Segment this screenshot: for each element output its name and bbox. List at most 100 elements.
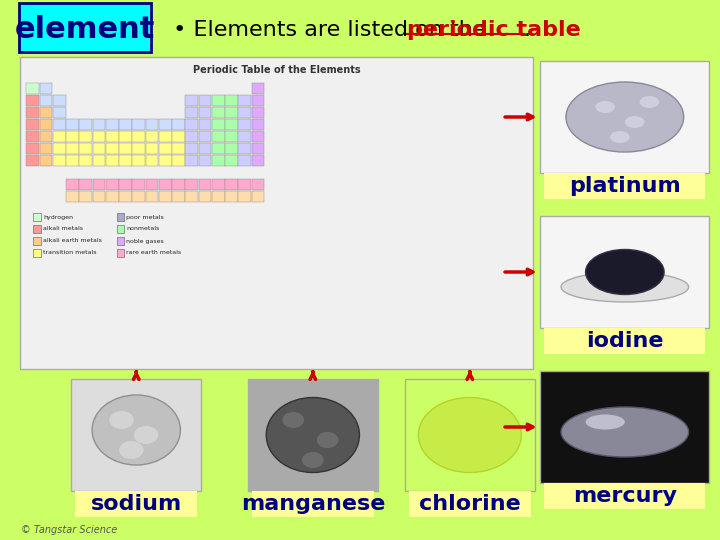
- Bar: [251, 95, 264, 106]
- Bar: [199, 155, 211, 166]
- Bar: [238, 155, 251, 166]
- Bar: [27, 83, 39, 94]
- Bar: [212, 95, 225, 106]
- Bar: [93, 155, 105, 166]
- Bar: [185, 179, 198, 190]
- Bar: [27, 143, 39, 154]
- Bar: [145, 131, 158, 142]
- Bar: [40, 95, 53, 106]
- Bar: [185, 119, 198, 130]
- Bar: [225, 191, 238, 202]
- Bar: [199, 119, 211, 130]
- FancyBboxPatch shape: [19, 3, 151, 52]
- Bar: [185, 131, 198, 142]
- FancyBboxPatch shape: [544, 173, 706, 199]
- Bar: [225, 119, 238, 130]
- Bar: [199, 191, 211, 202]
- Bar: [106, 131, 119, 142]
- Bar: [106, 191, 119, 202]
- Bar: [185, 107, 198, 118]
- Bar: [159, 191, 171, 202]
- Text: manganese: manganese: [240, 494, 385, 514]
- Bar: [145, 143, 158, 154]
- Bar: [106, 143, 119, 154]
- Bar: [27, 131, 39, 142]
- FancyBboxPatch shape: [405, 379, 534, 491]
- Text: mercury: mercury: [573, 486, 677, 506]
- Bar: [119, 155, 132, 166]
- Bar: [238, 95, 251, 106]
- Text: poor metals: poor metals: [127, 214, 164, 219]
- Bar: [185, 95, 198, 106]
- Ellipse shape: [561, 407, 688, 457]
- Ellipse shape: [119, 441, 143, 459]
- Bar: [185, 191, 198, 202]
- Bar: [251, 107, 264, 118]
- Bar: [27, 107, 39, 118]
- Bar: [212, 179, 225, 190]
- Bar: [172, 155, 185, 166]
- Text: transition metals: transition metals: [43, 251, 96, 255]
- Ellipse shape: [585, 249, 664, 294]
- Bar: [33, 213, 41, 221]
- Text: hydrogen: hydrogen: [43, 214, 73, 219]
- Bar: [172, 131, 185, 142]
- FancyBboxPatch shape: [544, 328, 706, 354]
- Bar: [93, 143, 105, 154]
- Ellipse shape: [302, 452, 323, 468]
- Text: iodine: iodine: [586, 331, 664, 351]
- Bar: [212, 119, 225, 130]
- FancyBboxPatch shape: [76, 491, 197, 517]
- Bar: [145, 119, 158, 130]
- Text: noble gases: noble gases: [127, 239, 164, 244]
- Bar: [159, 131, 171, 142]
- Bar: [33, 225, 41, 233]
- Bar: [132, 143, 145, 154]
- Bar: [106, 155, 119, 166]
- Bar: [40, 131, 53, 142]
- Ellipse shape: [134, 426, 158, 444]
- Bar: [66, 191, 79, 202]
- Bar: [53, 107, 66, 118]
- Text: element: element: [15, 16, 156, 44]
- Bar: [225, 107, 238, 118]
- Ellipse shape: [266, 397, 359, 472]
- Bar: [106, 179, 119, 190]
- FancyBboxPatch shape: [544, 483, 706, 509]
- Bar: [27, 95, 39, 106]
- FancyBboxPatch shape: [541, 61, 709, 173]
- Bar: [132, 179, 145, 190]
- Bar: [40, 107, 53, 118]
- Bar: [225, 155, 238, 166]
- Bar: [119, 131, 132, 142]
- Bar: [238, 131, 251, 142]
- Text: chlorine: chlorine: [419, 494, 521, 514]
- Ellipse shape: [625, 116, 644, 128]
- Text: alkali metals: alkali metals: [43, 226, 83, 232]
- Ellipse shape: [418, 397, 521, 472]
- Bar: [225, 131, 238, 142]
- Bar: [251, 155, 264, 166]
- Bar: [251, 191, 264, 202]
- FancyBboxPatch shape: [248, 379, 377, 491]
- Bar: [225, 143, 238, 154]
- Bar: [251, 143, 264, 154]
- Bar: [212, 131, 225, 142]
- Bar: [119, 191, 132, 202]
- Text: periodic table: periodic table: [407, 20, 581, 40]
- Text: • Elements are listed on the: • Elements are listed on the: [166, 20, 493, 40]
- Bar: [251, 83, 264, 94]
- Ellipse shape: [317, 432, 338, 448]
- Ellipse shape: [282, 412, 304, 428]
- Bar: [159, 119, 171, 130]
- Bar: [93, 131, 105, 142]
- Bar: [27, 119, 39, 130]
- Bar: [199, 131, 211, 142]
- Bar: [238, 179, 251, 190]
- Ellipse shape: [109, 411, 134, 429]
- Bar: [212, 107, 225, 118]
- Bar: [159, 143, 171, 154]
- Ellipse shape: [561, 272, 688, 302]
- Ellipse shape: [595, 101, 615, 113]
- Bar: [40, 143, 53, 154]
